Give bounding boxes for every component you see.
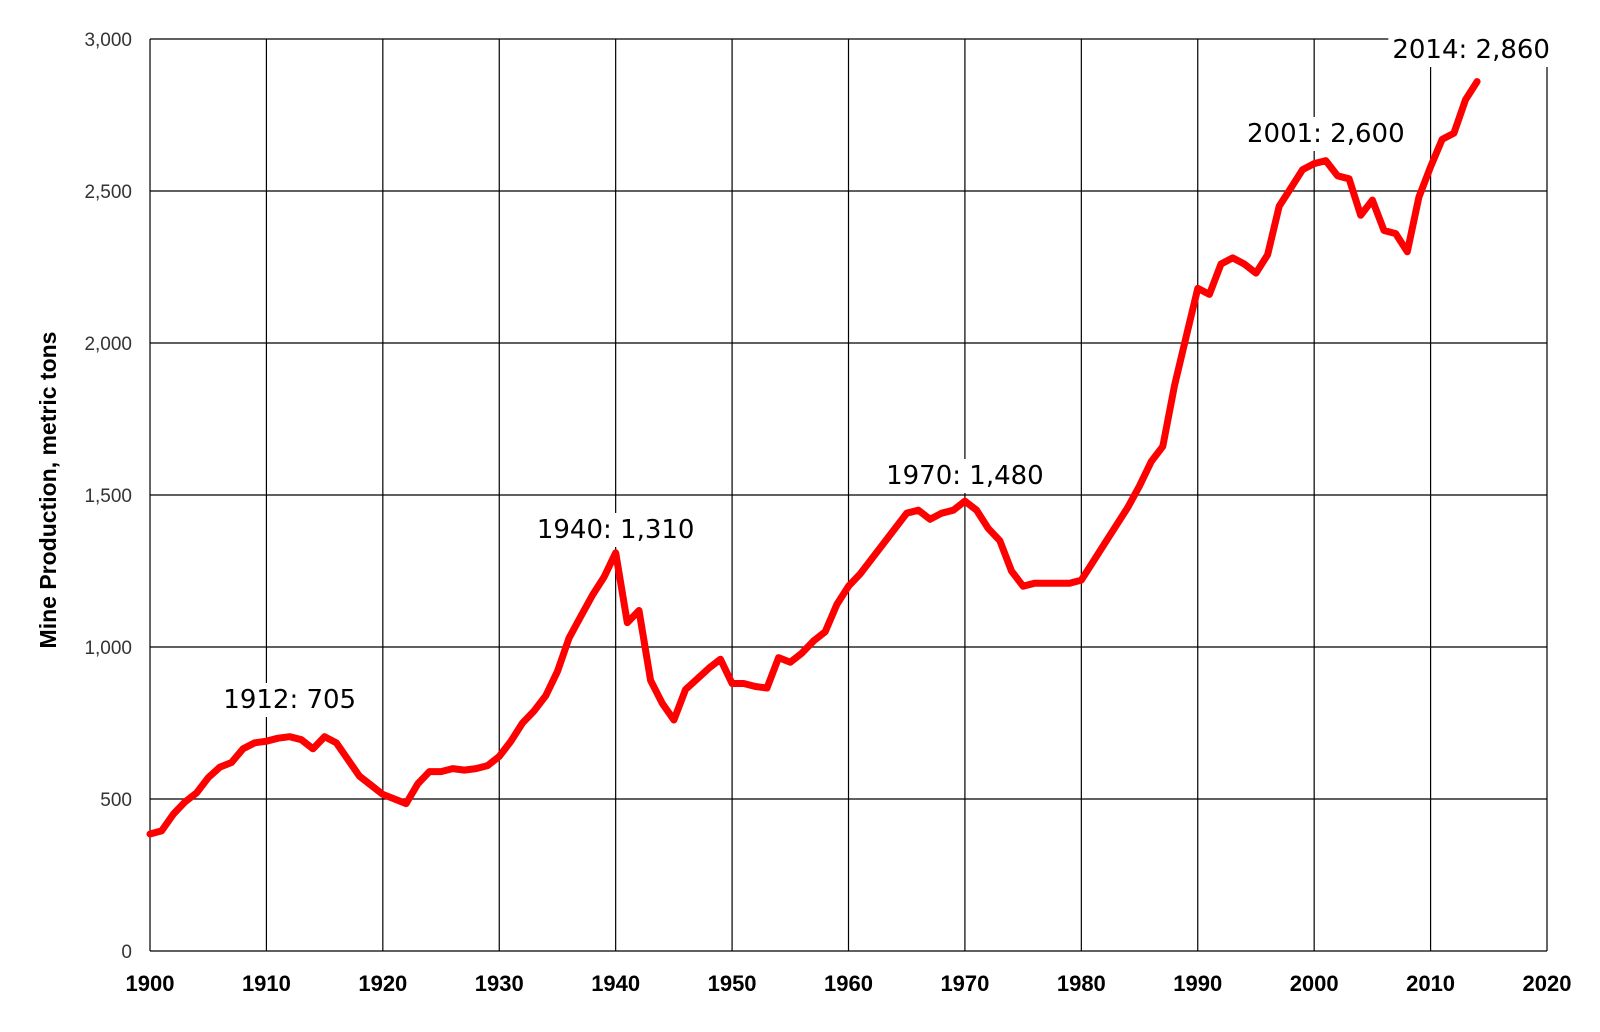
x-axis-ticks: 1900 1910 1920 1930 1940 1950 1960 1970 1980 1990… [126, 971, 1572, 996]
y-tick-label: 2,000 [84, 334, 132, 355]
annotation-background [1388, 33, 1554, 67]
x-tick-label: 1920 [358, 971, 407, 996]
x-tick-label: 2010 [1406, 971, 1455, 996]
x-tick-label: 1940 [591, 971, 640, 996]
grid-lines [149, 38, 1548, 952]
annotation-background [1242, 117, 1409, 151]
x-tick-label: 1960 [824, 971, 873, 996]
x-tick-label: 1910 [242, 971, 291, 996]
x-tick-label: 2000 [1290, 971, 1339, 996]
annotation-label: 2014: 2,860 [1392, 35, 1550, 65]
annotation-background [532, 513, 699, 547]
x-tick-label: 1950 [708, 971, 757, 996]
annotation-label: 1970: 1,480 [886, 461, 1044, 491]
y-axis-ticks: 0 500 1,000 1,500 2,000 2,500 3,000 [84, 30, 132, 963]
y-tick-label: 1,500 [84, 486, 132, 507]
annotation-label: 2001: 2,600 [1247, 119, 1405, 149]
x-tick-label: 1900 [126, 971, 175, 996]
annotations: 1912: 705 1940: 1,310 1970: 1,480 2001: 2,6… [219, 33, 1554, 729]
x-tick-label: 1990 [1173, 971, 1222, 996]
y-tick-label: 1,000 [84, 638, 132, 659]
y-axis-label: Mine Production, metric tons [35, 332, 61, 649]
x-tick-label: 2020 [1523, 971, 1572, 996]
x-tick-label: 1930 [475, 971, 524, 996]
x-tick-label: 1970 [940, 971, 989, 996]
annotation-label: 1940: 1,310 [537, 515, 695, 545]
y-tick-label: 500 [100, 790, 132, 811]
y-tick-label: 2,500 [84, 182, 132, 203]
annotation-background [219, 683, 361, 717]
y-tick-label: 0 [121, 942, 132, 963]
annotation-background [882, 459, 1048, 493]
annotation-label: 1912: 705 [223, 685, 356, 715]
series-line [146, 78, 1481, 838]
series-group [146, 78, 1481, 838]
y-tick-label: 3,000 [84, 30, 132, 51]
x-tick-label: 1980 [1057, 971, 1106, 996]
